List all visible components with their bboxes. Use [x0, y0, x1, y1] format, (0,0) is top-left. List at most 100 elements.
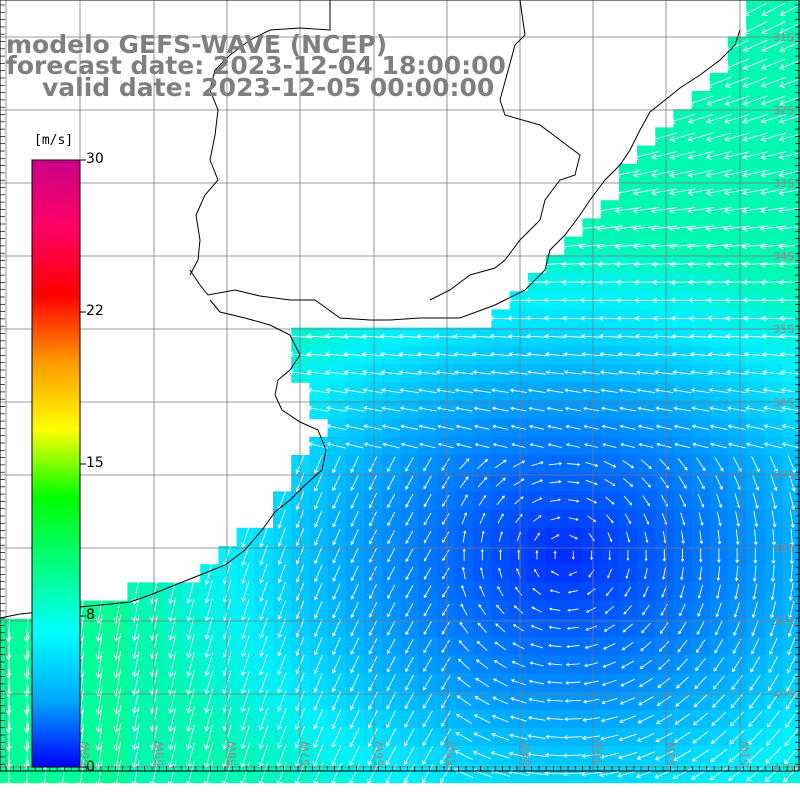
wind-arrow: [741, 279, 768, 286]
wind-arrow: [566, 644, 580, 649]
wind-arrow: [636, 751, 656, 760]
lat-label: 31S: [773, 31, 794, 44]
wind-arrow: [587, 515, 597, 523]
wind-arrow: [763, 405, 784, 412]
wind-arrow: [735, 529, 740, 546]
wind-arrow: [475, 677, 490, 688]
wind-arrow: [499, 549, 502, 561]
lon-label: 55W: [446, 741, 459, 766]
wind-arrow: [509, 388, 528, 394]
wind-arrow: [494, 641, 507, 651]
lon-label: 57W: [299, 741, 312, 766]
wind-arrow: [672, 388, 692, 394]
wind-arrow: [423, 457, 432, 472]
wind-arrow: [711, 712, 727, 726]
wind-arrow: [714, 639, 724, 654]
wind-arrow: [681, 530, 685, 544]
wind-arrow: [405, 512, 414, 526]
wind-arrow: [748, 711, 763, 728]
wind-arrow: [596, 206, 623, 214]
wind-arrow: [23, 687, 30, 716]
wind-arrow: [723, 151, 750, 160]
wind-arrow: [350, 619, 360, 637]
wind-arrow: [723, 132, 750, 142]
wind-cell: [782, 491, 800, 511]
wind-arrow: [768, 674, 779, 692]
wind-arrow: [619, 697, 636, 705]
wind-arrow: [186, 634, 195, 659]
wind-arrow: [454, 370, 474, 375]
wind-arrow: [691, 749, 710, 762]
wind-arrow: [753, 510, 759, 528]
wind-arrow: [361, 333, 385, 339]
wind-arrow: [332, 510, 341, 528]
wind-arrow: [733, 620, 741, 637]
wind-arrow: [730, 693, 744, 709]
wind-arrow: [512, 642, 525, 650]
wind-arrow: [546, 698, 563, 703]
wind-arrow: [751, 456, 760, 473]
wind-arrow: [462, 548, 466, 561]
wind-arrow: [677, 640, 688, 653]
wind-arrow: [580, 771, 602, 777]
wind-arrow: [654, 370, 674, 375]
wind-arrow: [782, 764, 800, 783]
wind-arrow: [440, 746, 452, 765]
wind-arrow: [240, 761, 251, 787]
wind-arrow: [350, 673, 360, 692]
wind-arrow: [778, 170, 800, 178]
wind-arrow: [204, 562, 213, 586]
title-valid-date: valid date: 2023-12-05 00:00:00: [42, 73, 495, 102]
wind-arrow: [332, 473, 341, 492]
wind-arrow: [95, 650, 103, 679]
wind-arrow: [387, 530, 396, 545]
coastline-segment: [189, 0, 331, 276]
wind-arrow: [5, 668, 12, 697]
wind-arrow: [473, 406, 491, 412]
wind-arrow: [745, 442, 765, 449]
wind-arrow: [699, 530, 704, 545]
wind-arrow: [350, 565, 359, 582]
wind-arrow: [544, 770, 566, 776]
wind-arrow: [423, 585, 432, 599]
wind-arrow: [344, 424, 365, 431]
wind-arrow: [623, 495, 633, 506]
wind-arrow: [653, 351, 675, 357]
wind-arrow: [473, 424, 490, 430]
wind-arrow: [786, 655, 797, 674]
wind-arrow: [763, 424, 783, 431]
wind-arrow: [778, 261, 800, 268]
wind-arrow: [692, 442, 709, 449]
wind-arrow: [313, 726, 324, 749]
wind-arrow: [771, 510, 777, 528]
wind-arrow: [363, 424, 383, 431]
wind-arrow: [786, 673, 797, 692]
wind-arrow: [657, 677, 671, 688]
wind-arrow: [331, 744, 342, 767]
wind-arrow: [113, 687, 122, 715]
wind-arrow: [643, 567, 648, 580]
wind-arrow: [689, 333, 712, 339]
wind-arrow: [440, 710, 451, 728]
wind-arrow: [436, 388, 455, 394]
wind-arrow: [423, 549, 432, 562]
wind-arrow: [788, 600, 795, 620]
wind-arrow: [671, 333, 693, 339]
wind-arrow: [729, 729, 745, 745]
wind-arrow: [113, 596, 122, 624]
wind-arrow: [644, 549, 648, 562]
wind-arrow: [687, 151, 714, 160]
wind-arrow: [457, 658, 470, 670]
wind-arrow: [23, 723, 30, 752]
colorbar-tick: 15: [86, 455, 104, 471]
wind-arrow: [276, 761, 287, 786]
wind-arrow: [617, 751, 638, 760]
wind-arrow: [546, 406, 563, 412]
wind-arrow: [385, 727, 397, 747]
wind-arrow: [669, 169, 696, 178]
wind-arrow: [727, 406, 747, 412]
wind-arrow: [399, 406, 419, 412]
wind-arrow: [714, 457, 724, 472]
wind-arrow: [687, 114, 714, 124]
wind-arrow: [434, 333, 457, 339]
